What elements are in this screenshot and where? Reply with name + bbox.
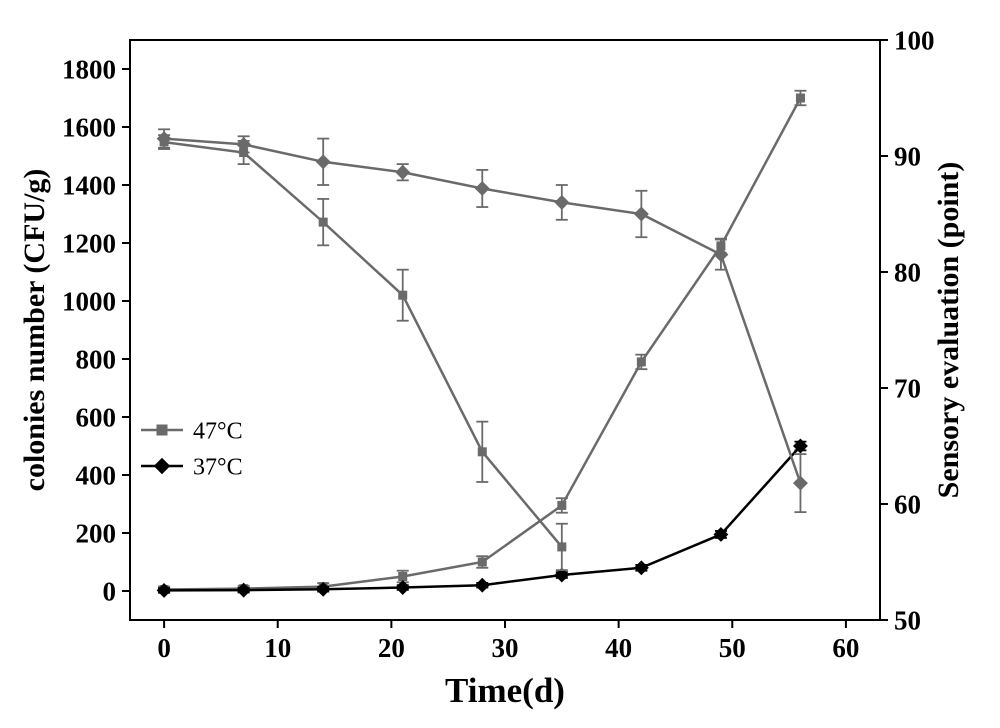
marker-diamond: [396, 165, 410, 179]
legend-label: 47°C: [193, 418, 243, 444]
marker-square: [160, 138, 168, 146]
x-tick-label: 60: [832, 633, 859, 663]
y-right-axis-label: Sensory evaluation (point): [932, 162, 965, 499]
marker-square: [399, 573, 407, 581]
marker-square: [478, 558, 486, 566]
x-tick-label: 50: [719, 633, 746, 663]
y-left-axis-label: colonies number (CFU/g): [18, 169, 51, 492]
marker-diamond: [316, 155, 330, 169]
marker-diamond: [635, 561, 649, 575]
y-left-tick-label: 800: [76, 344, 117, 374]
y-left-tick-label: 200: [76, 518, 117, 548]
y-left-tick-label: 600: [76, 402, 117, 432]
marker-square: [796, 94, 804, 102]
y-left-tick-label: 1800: [62, 54, 116, 84]
y-right-tick-label: 80: [894, 257, 921, 287]
x-tick-label: 10: [264, 633, 291, 663]
marker-square: [637, 358, 645, 366]
marker-square: [399, 291, 407, 299]
plot-frame: [130, 40, 880, 620]
marker-diamond: [555, 196, 569, 210]
y-right-tick-label: 90: [894, 141, 921, 171]
y-left-tick-label: 1200: [62, 228, 116, 258]
marker-diamond: [155, 459, 170, 474]
legend-label: 37°C: [193, 454, 243, 480]
marker-diamond: [635, 207, 649, 221]
marker-square: [558, 501, 566, 509]
marker-square: [319, 218, 327, 226]
y-right-tick-label: 100: [894, 25, 935, 55]
marker-square: [558, 543, 566, 551]
marker-diamond: [316, 583, 330, 597]
marker-square: [157, 425, 167, 435]
x-tick-label: 0: [157, 633, 171, 663]
y-left-tick-label: 400: [76, 460, 117, 490]
y-right-tick-label: 70: [894, 373, 921, 403]
x-tick-label: 40: [605, 633, 632, 663]
marker-diamond: [714, 248, 728, 262]
series-group: [157, 91, 807, 597]
x-tick-label: 30: [492, 633, 519, 663]
marker-diamond: [476, 578, 490, 592]
legend: 47°C 37°C: [141, 418, 243, 480]
marker-square: [240, 149, 248, 157]
series-sensory_47_square: [158, 135, 568, 570]
series-colonies_47: [158, 91, 806, 594]
marker-diamond: [794, 476, 808, 490]
y-left-tick-label: 1600: [62, 112, 116, 142]
y-left-tick-label: 1000: [62, 286, 116, 316]
x-axis-label: Time(d): [445, 671, 565, 710]
marker-square: [478, 448, 486, 456]
dual-axis-chart: 0 10 20 30 40 50 60 Time(d) 0 200 400 600 800 1000 120…: [0, 0, 1000, 728]
y-left-tick-label: 0: [103, 576, 117, 606]
y-left-tick-label: 1400: [62, 170, 116, 200]
series-line: [164, 142, 562, 547]
marker-diamond: [476, 182, 490, 196]
y-right-tick-label: 50: [894, 605, 921, 635]
y-right-tick-label: 60: [894, 489, 921, 519]
marker-diamond: [157, 584, 171, 598]
x-tick-label: 20: [378, 633, 405, 663]
